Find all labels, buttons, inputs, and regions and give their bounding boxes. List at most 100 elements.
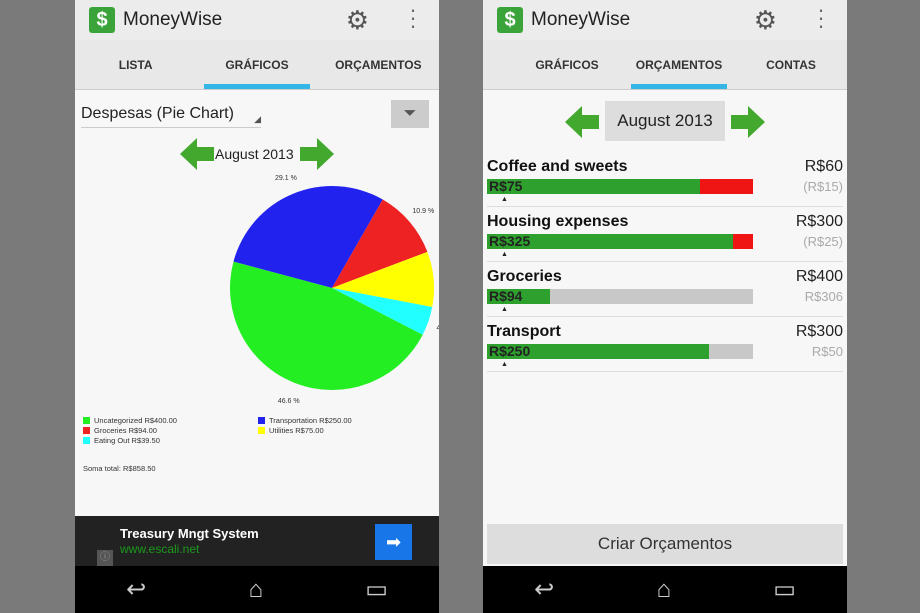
today-marker-icon: ▲: [501, 196, 508, 203]
budget-item[interactable]: Housing expenses R$300 R$325 ▲ (R$25): [487, 207, 843, 262]
phone-budgets: $ MoneyWise ⚙ · · · GRÁFICOS ORÇAMENTOS CO…: [483, 0, 847, 613]
month-label: August 2013: [215, 146, 294, 162]
budget-spent: R$94: [489, 288, 523, 304]
budget-remaining: (R$15): [803, 179, 843, 194]
back-icon[interactable]: ↩: [534, 576, 555, 603]
pie-slice-groceries: [332, 199, 428, 288]
nav-bar: ↩ ⌂ ▭: [483, 566, 847, 613]
ad-banner[interactable]: Treasury Mngt System www.escali.net ⓘ ➡: [75, 516, 439, 566]
ad-title: Treasury Mngt System: [120, 526, 259, 541]
chart-type-select[interactable]: Despesas (Pie Chart) ◢: [81, 100, 261, 128]
tab-graficos[interactable]: GRÁFICOS: [535, 58, 599, 72]
legend-swatch: [83, 427, 90, 434]
legend-label: Groceries R$94.00: [94, 426, 157, 435]
filter-button[interactable]: ⏷: [391, 100, 429, 128]
legend-swatch: [83, 437, 90, 444]
app-logo: $: [89, 7, 115, 33]
budget-spent: R$325: [489, 233, 531, 249]
budget-spent: R$250: [489, 343, 531, 359]
pie-percent-label: 10.9 %: [412, 208, 434, 215]
home-icon[interactable]: ⌂: [656, 575, 671, 603]
tab-orcamentos[interactable]: ORÇAMENTOS: [335, 58, 422, 72]
month-label: August 2013: [605, 101, 725, 141]
tab-orcamentos[interactable]: ORÇAMENTOS: [623, 40, 735, 89]
budget-remaining: R$50: [811, 344, 843, 359]
ad-info-icon[interactable]: ⓘ: [97, 550, 113, 566]
tab-bar: LISTA GRÁFICOS ORÇAMENTOS: [75, 40, 439, 90]
tab-bar: GRÁFICOS ORÇAMENTOS CONTAS: [483, 40, 847, 90]
today-marker-icon: ▲: [501, 361, 508, 368]
budget-item[interactable]: Groceries R$400 R$94 ▲ R$306: [487, 262, 843, 317]
legend-swatch: [258, 417, 265, 424]
pie-slice-eating-out: [332, 288, 433, 335]
budget-spent: R$75: [489, 178, 523, 194]
action-bar: $ MoneyWise ⚙ · · ·: [75, 0, 439, 40]
legend-swatch: [258, 427, 265, 434]
budget-amount: R$300: [795, 213, 843, 230]
legend-item: Utilities R$75.00: [258, 426, 324, 435]
chart-type-label: Despesas (Pie Chart): [81, 105, 234, 122]
prev-month-button[interactable]: [180, 138, 214, 170]
budget-amount: R$300: [795, 323, 843, 340]
pie-percent-label: 29.1 %: [275, 175, 297, 182]
gear-icon[interactable]: ⚙: [345, 5, 369, 35]
budget-name: Coffee and sweets: [487, 158, 628, 175]
budget-amount: R$60: [804, 158, 843, 175]
home-icon[interactable]: ⌂: [248, 575, 263, 603]
pie-percent-label: 46.6 %: [278, 398, 300, 405]
action-bar: $ MoneyWise ⚙ · · ·: [483, 0, 847, 40]
budget-progress-bar: [487, 179, 753, 194]
budget-item[interactable]: Transport R$300 R$250 ▲ R$50: [487, 317, 843, 372]
legend-swatch: [83, 417, 90, 424]
tab-graficos[interactable]: GRÁFICOS: [196, 40, 317, 89]
phone-charts: $ MoneyWise ⚙ · · · LISTA GRÁFICOS ORÇAMEN…: [75, 0, 439, 613]
budget-amount: R$400: [795, 268, 843, 285]
budget-name: Housing expenses: [487, 213, 629, 230]
funnel-icon: ⏷: [403, 105, 417, 122]
budget-remaining: R$306: [804, 289, 843, 304]
legend-label: Transportation R$250.00: [269, 416, 352, 425]
app-title: MoneyWise: [123, 9, 223, 30]
app-title: MoneyWise: [531, 9, 631, 30]
recents-icon[interactable]: ▭: [365, 576, 388, 603]
tab-contas[interactable]: CONTAS: [766, 58, 816, 72]
legend: Transportation R$250.00 Groceries R$94.00…: [83, 416, 433, 456]
budget-progress-bar: [487, 344, 753, 359]
legend-item: Uncategorized R$400.00: [83, 416, 177, 425]
pie-slice-uncategorized: [229, 261, 423, 391]
next-month-button[interactable]: [731, 106, 765, 138]
dropdown-corner-icon: ◢: [254, 114, 261, 124]
overflow-menu-icon[interactable]: · · ·: [409, 0, 417, 38]
budget-name: Transport: [487, 323, 561, 340]
legend-item: Transportation R$250.00: [258, 416, 352, 425]
recents-icon[interactable]: ▭: [773, 576, 796, 603]
legend-label: Utilities R$75.00: [269, 426, 324, 435]
overflow-menu-icon[interactable]: · · ·: [817, 0, 825, 38]
pie-percent-label: 4.6 %: [437, 325, 439, 332]
gear-icon[interactable]: ⚙: [753, 5, 777, 35]
budget-remaining: (R$25): [803, 234, 843, 249]
budget-progress-bar: [487, 234, 753, 249]
budget-progress-bar: [487, 289, 753, 304]
today-marker-icon: ▲: [501, 306, 508, 313]
legend-label: Uncategorized R$400.00: [94, 416, 177, 425]
legend-item: Groceries R$94.00: [83, 426, 157, 435]
ad-arrow-button[interactable]: ➡: [375, 524, 412, 560]
legend-item: Eating Out R$39.50: [83, 436, 160, 445]
today-marker-icon: ▲: [501, 251, 508, 258]
legend-label: Eating Out R$39.50: [94, 436, 160, 445]
pie-slice-transportation: [233, 186, 383, 288]
next-month-button[interactable]: [300, 138, 334, 170]
tab-lista[interactable]: LISTA: [118, 58, 153, 72]
nav-bar: ↩ ⌂ ▭: [75, 566, 439, 613]
prev-month-button[interactable]: [565, 106, 599, 138]
pie-chart: 29.1 %10.9 %8.7 %4.6 %46.6 %: [229, 175, 439, 405]
budget-item[interactable]: Coffee and sweets R$60 R$75 ▲ (R$15): [487, 152, 843, 207]
back-icon[interactable]: ↩: [126, 576, 147, 603]
budget-name: Groceries: [487, 268, 562, 285]
pie-slice-utilities: [332, 251, 435, 307]
app-logo: $: [497, 7, 523, 33]
ad-url[interactable]: www.escali.net: [120, 542, 200, 556]
create-budget-button[interactable]: Criar Orçamentos: [487, 524, 843, 564]
total-label: Soma total: R$858.50: [83, 464, 156, 473]
